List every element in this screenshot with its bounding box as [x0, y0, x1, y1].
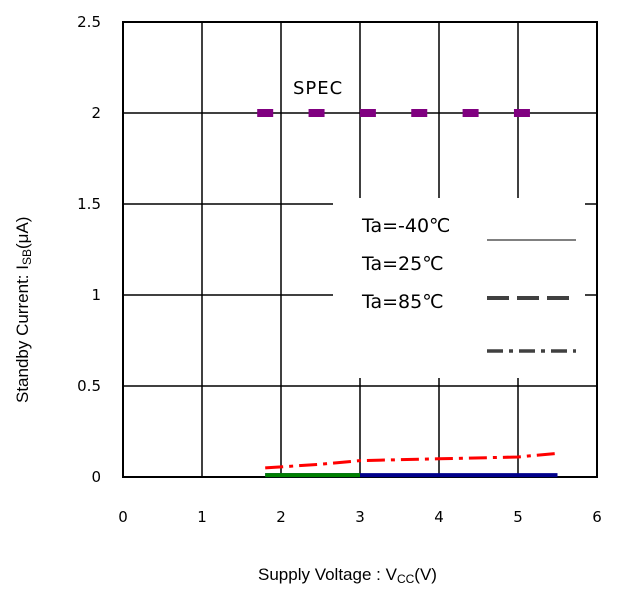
x-tick-label: 1	[197, 508, 207, 526]
spec-marker	[513, 109, 530, 117]
y-tick-label: 0.5	[77, 377, 101, 395]
spec-marker	[359, 109, 376, 117]
y-axis-label-tail: (μA)	[13, 217, 32, 249]
spec-marker	[411, 109, 428, 117]
spec-series: SPEC	[257, 78, 530, 117]
series-line	[265, 451, 558, 470]
series	[265, 451, 558, 478]
y-tick-label: 2	[91, 104, 101, 122]
x-axis-label-main: Supply Voltage : V	[258, 565, 398, 584]
legend-label: Ta=-40℃	[361, 215, 450, 237]
x-tick-label: 3	[355, 508, 365, 526]
y-tick-label: 1	[91, 286, 101, 304]
spec-marker	[462, 109, 479, 117]
y-tick-label: 0	[91, 468, 101, 486]
spec-marker	[257, 109, 274, 117]
x-tick-label: 0	[118, 508, 128, 526]
legend-background	[333, 198, 585, 378]
spec-label: SPEC	[293, 78, 343, 99]
x-axis-label-tail: (V)	[414, 565, 437, 584]
x-tick-label: 2	[276, 508, 286, 526]
y-axis-label-sub: SB	[20, 249, 34, 265]
legend: Ta=-40℃ Ta=25℃ Ta=85℃	[333, 198, 585, 378]
y-tick-label: 1.5	[77, 195, 101, 213]
tick-labels: 0 1 2 3 4 5 6 0 0.5 1 1.5 2 2.5	[77, 13, 602, 526]
x-axis-label-sub: CC	[397, 572, 415, 586]
legend-label: Ta=85℃	[361, 291, 444, 313]
x-axis-label: Supply Voltage : VCC(V)	[258, 565, 437, 586]
y-tick-label: 2.5	[77, 13, 101, 31]
x-tick-label: 5	[513, 508, 523, 526]
x-tick-label: 4	[434, 508, 444, 526]
x-tick-label: 6	[592, 508, 602, 526]
spec-marker	[308, 109, 325, 117]
y-axis-label-main: Standby Current: I	[13, 265, 32, 403]
legend-label: Ta=25℃	[361, 253, 444, 275]
y-axis-label: Standby Current: ISB(μA)	[13, 217, 34, 403]
